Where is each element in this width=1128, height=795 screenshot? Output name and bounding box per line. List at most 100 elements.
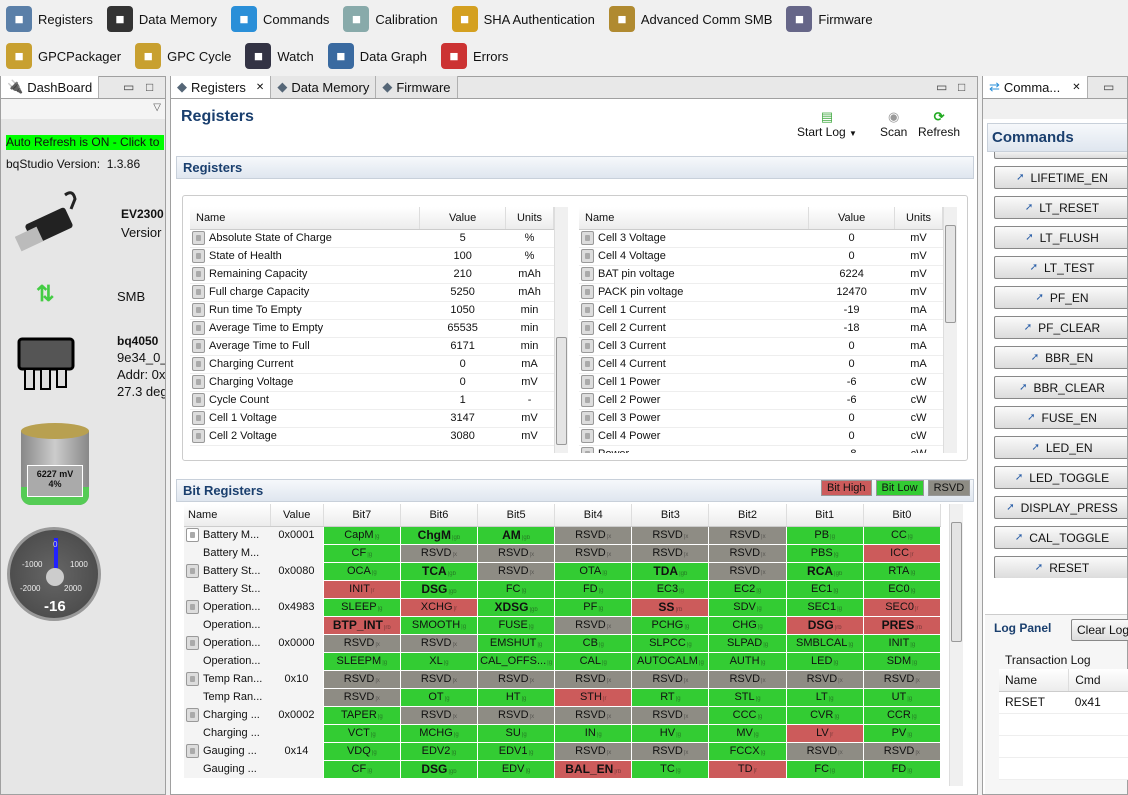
column-header[interactable]: Bit1 [786, 504, 864, 527]
bit-cell[interactable]: RT|g [631, 687, 710, 707]
lock-icon[interactable] [192, 411, 205, 425]
lock-icon[interactable] [192, 303, 205, 317]
bit-cell[interactable]: CCC|g [708, 705, 787, 725]
column-header[interactable]: Name [999, 669, 1070, 692]
column-header[interactable]: Cmd [1068, 669, 1128, 692]
bit-register-row[interactable]: Operation... BTP_INT|rb SMOOTH|g FUSE|g RSVD… [184, 615, 942, 635]
bit-cell[interactable]: EC0|g [862, 579, 942, 599]
bit-cell[interactable]: RSVD|x [708, 561, 787, 581]
bit-cell[interactable]: MV|g [708, 723, 787, 743]
bit-cell[interactable]: RSVD|x [399, 669, 479, 689]
register-row[interactable]: Cell 2 Power -6 cW [579, 391, 943, 410]
command-button-pf-clear[interactable]: ➚ PF_CLEAR [994, 316, 1127, 339]
toolbar-data-graph-button[interactable]: ■ Data Graph [327, 43, 427, 69]
bit-cell[interactable]: XCHG|r [399, 597, 479, 617]
register-row[interactable]: Absolute State of Charge 5% [190, 229, 554, 248]
bit-cell[interactable]: OT|g [399, 687, 479, 707]
bit-cell[interactable]: RSVD|x [477, 705, 556, 725]
minimize-icon[interactable]: ▭ [123, 80, 135, 94]
clear-log-button[interactable]: Clear Log [1071, 619, 1128, 641]
bit-cell[interactable]: RSVD|x [399, 543, 479, 563]
bit-cell[interactable]: BAL_EN|rb [554, 759, 633, 779]
column-header[interactable]: Bit4 [554, 504, 633, 527]
lock-icon[interactable] [192, 357, 205, 371]
bit-cell[interactable]: BTP_INT|rb [322, 615, 401, 635]
command-button-reset[interactable]: ➚ RESET [994, 556, 1127, 578]
bit-cell[interactable]: TDA|gb [631, 561, 710, 581]
column-header[interactable]: Value [808, 207, 896, 230]
column-header[interactable]: Units [894, 207, 943, 230]
refresh-button[interactable]: ⟳ Refresh [918, 109, 960, 139]
toolbar-calibration-button[interactable]: ■ Calibration [343, 6, 438, 32]
lock-icon[interactable] [192, 231, 205, 245]
bit-cell[interactable]: AUTH|g [708, 651, 787, 671]
close-icon[interactable]: ✕ [255, 81, 265, 93]
lock-icon[interactable] [581, 411, 594, 425]
scrollbar[interactable] [554, 207, 568, 453]
register-row[interactable]: BAT pin voltage 6224 mV [579, 265, 943, 284]
bit-cell[interactable]: EDV1|g [477, 741, 556, 761]
bit-cell[interactable]: RSVD|x [322, 687, 401, 707]
bit-cell[interactable]: EC3|g [631, 579, 710, 599]
lock-icon[interactable] [581, 393, 594, 407]
bit-cell[interactable]: EC1|g [785, 579, 864, 599]
register-row[interactable]: Charging Current 0 mA [190, 355, 554, 374]
lock-icon[interactable] [192, 339, 205, 353]
bit-cell[interactable]: SLEEP|g [322, 597, 401, 617]
bit-cell[interactable]: DSG|gb [399, 579, 479, 599]
bit-cell[interactable]: RSVD|x [862, 741, 942, 761]
bit-cell[interactable]: FC|g [477, 579, 556, 599]
bit-cell[interactable]: AUTOCALM|g [631, 651, 710, 671]
lock-icon[interactable] [192, 249, 205, 263]
register-row[interactable]: State of Health 100% [190, 247, 554, 266]
bit-cell[interactable]: RSVD|x [399, 705, 479, 725]
bit-cell[interactable]: LED|g [785, 651, 864, 671]
bit-cell[interactable]: DSG|gb [399, 759, 479, 779]
bit-cell[interactable]: CVR|g [785, 705, 864, 725]
bit-cell[interactable]: RSVD|x [554, 615, 633, 635]
command-button-lt-flush[interactable]: ➚ LT_FLUSH [994, 226, 1127, 249]
bit-cell[interactable]: RSVD|x [631, 705, 710, 725]
column-header[interactable]: Name [184, 504, 271, 527]
bit-cell[interactable]: PRES|rb [862, 615, 942, 635]
lock-icon[interactable] [186, 600, 199, 614]
bit-cell[interactable]: SEC1|g [785, 597, 864, 617]
bit-cell[interactable]: RSVD|x [322, 669, 401, 689]
bit-cell[interactable]: OCA|g [322, 561, 401, 581]
register-row[interactable]: Cell 1 Voltage 3147 mV [190, 409, 554, 428]
bit-cell[interactable]: CapM|g [322, 525, 401, 545]
column-header[interactable]: Value [419, 207, 507, 230]
command-button-display-press[interactable]: ➚ DISPLAY_PRESS [994, 496, 1127, 519]
bit-cell[interactable]: SEC0|r [862, 597, 942, 617]
bit-cell[interactable]: PV|g [862, 723, 942, 743]
lock-icon[interactable] [192, 285, 205, 299]
bit-cell[interactable]: EC2|g [708, 579, 787, 599]
bit-register-row[interactable]: Battery St... 0x0080 OCA|g TCA|gb RSVD|x OTA|… [184, 561, 942, 581]
bit-cell[interactable]: EDV2|g [399, 741, 479, 761]
lock-icon[interactable] [581, 429, 594, 443]
register-row[interactable]: Cell 3 Voltage 0 mV [579, 229, 943, 248]
bit-cell[interactable]: EDV|g [477, 759, 556, 779]
bit-cell[interactable]: RSVD|x [554, 543, 633, 563]
command-button-lt-reset[interactable]: ➚ LT_RESET [994, 196, 1127, 219]
bit-register-row[interactable]: Temp Ran... RSVD|x OT|g HT|g STH|r RT|g STL|g L… [184, 687, 942, 707]
bit-cell[interactable]: RSVD|x [477, 543, 556, 563]
bit-cell[interactable]: IN|g [554, 723, 633, 743]
bit-cell[interactable]: OTA|g [554, 561, 633, 581]
bit-cell[interactable]: RSVD|x [708, 669, 787, 689]
toolbar-registers-button[interactable]: ■ Registers [6, 6, 93, 32]
command-button-cal-toggle[interactable]: ➚ CAL_TOGGLE [994, 526, 1127, 549]
lock-icon[interactable] [581, 357, 594, 371]
bit-cell[interactable]: CCR|g [862, 705, 942, 725]
lock-icon[interactable] [192, 393, 205, 407]
bit-cell[interactable]: FD|g [554, 579, 633, 599]
bit-cell[interactable]: RSVD|x [708, 525, 787, 545]
lock-icon[interactable] [192, 429, 205, 443]
bit-cell[interactable]: VDQ|g [322, 741, 401, 761]
column-header[interactable]: Value [270, 504, 324, 527]
lock-icon[interactable] [581, 267, 594, 281]
toolbar-firmware-button[interactable]: ■ Firmware [786, 6, 873, 32]
maximize-icon[interactable]: □ [958, 80, 966, 94]
bit-cell[interactable]: SLEEPM|g [322, 651, 401, 671]
bit-cell[interactable]: PBS|g [785, 543, 864, 563]
